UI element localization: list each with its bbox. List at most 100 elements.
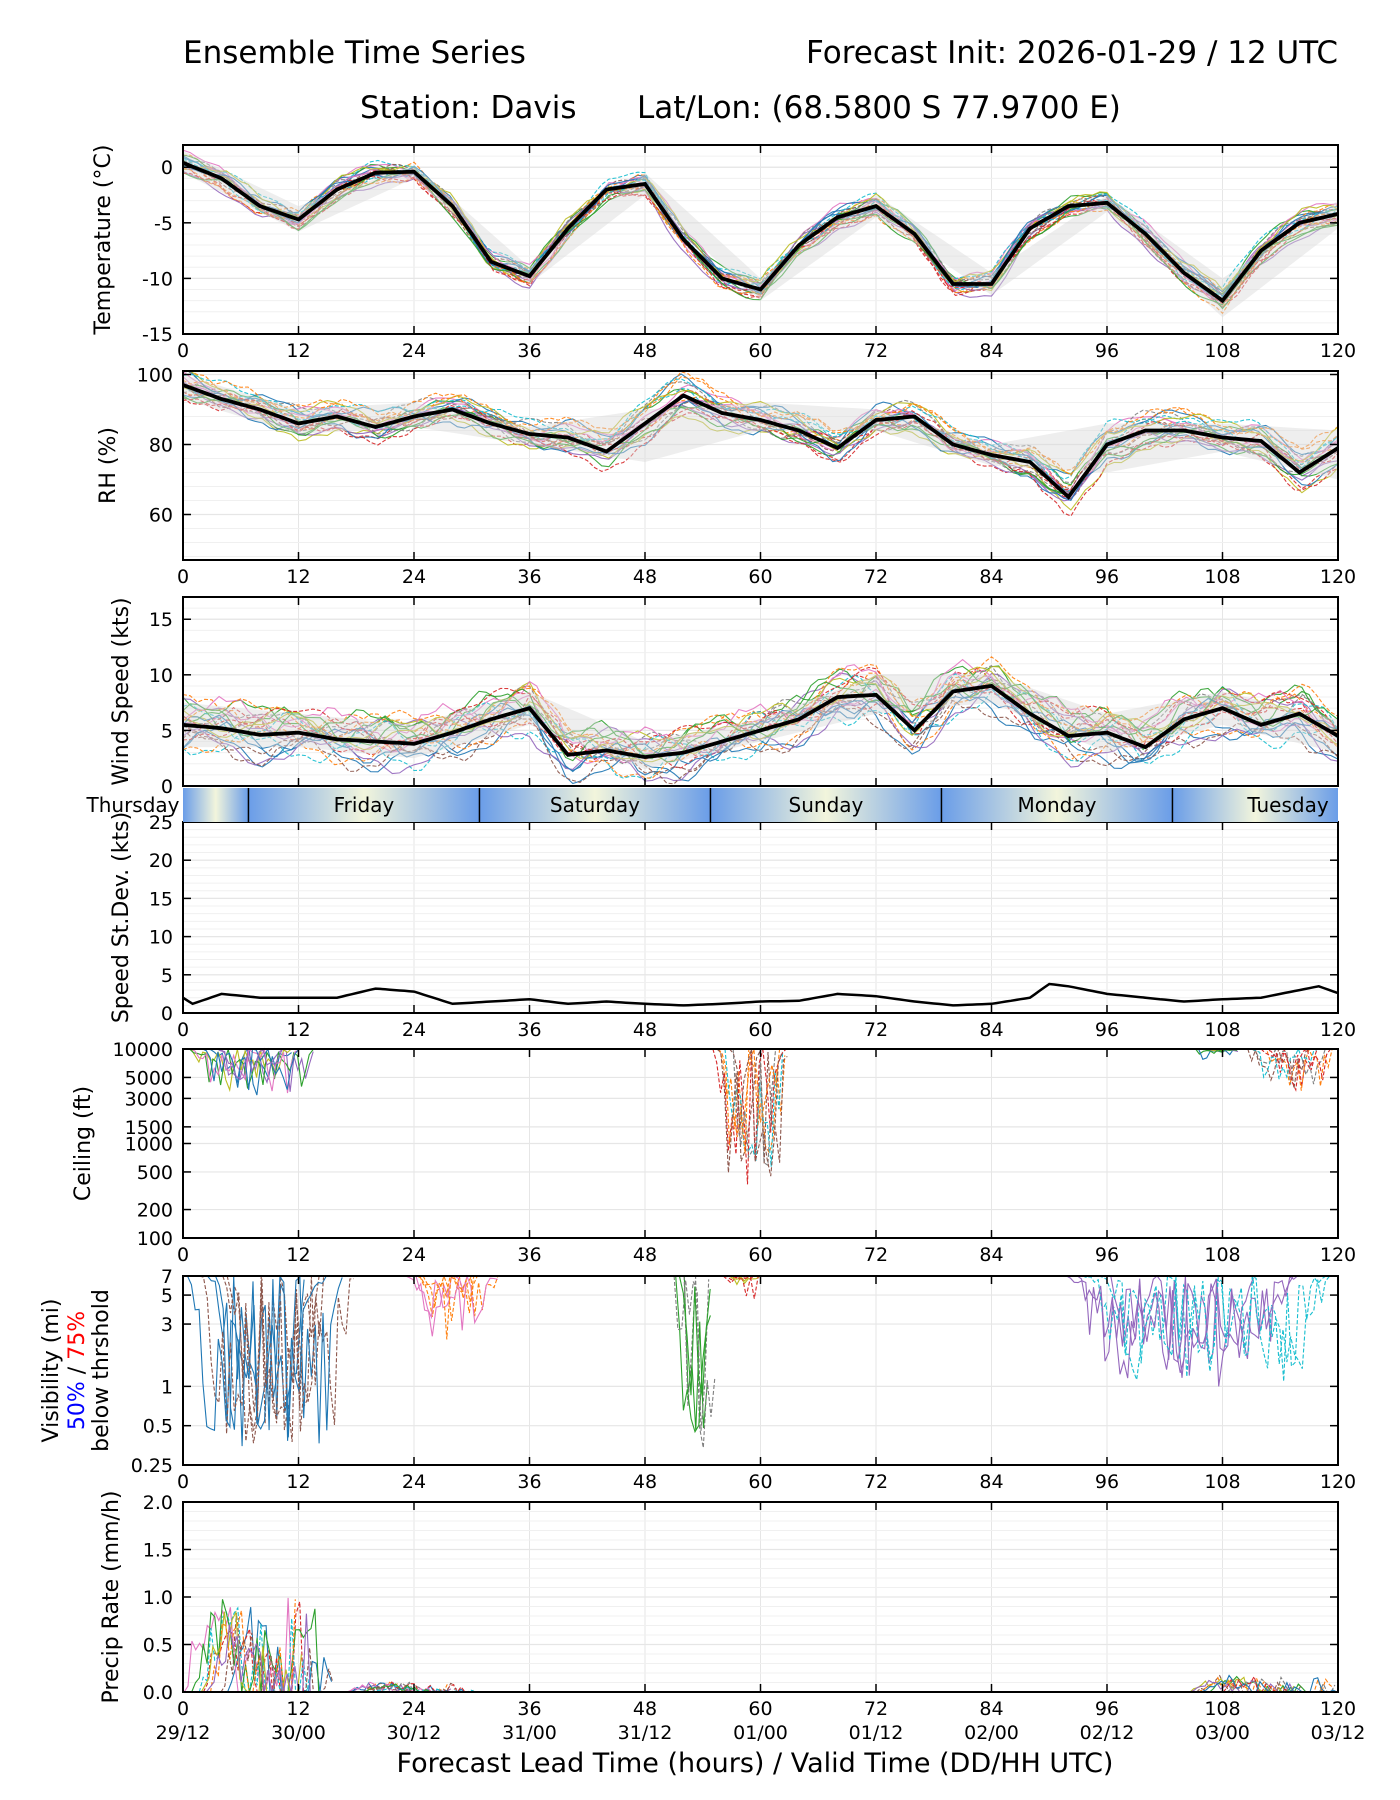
threshold-sep: / [65, 1360, 90, 1381]
rh-xtick-label: 12 [286, 566, 310, 588]
windspeed-ytick-label: 5 [161, 720, 173, 742]
x-date-label: 03/00 [1195, 1722, 1250, 1744]
visibility-threshold-tail: below thrshold [89, 1289, 114, 1452]
stdev-ytick-label: 5 [161, 965, 173, 987]
visibility-xtick-label: 60 [748, 1471, 772, 1493]
rh-ylabel: RH (%) [96, 427, 121, 504]
rh-ytick-label: 80 [149, 435, 173, 457]
rh-xtick-label: 108 [1204, 566, 1240, 588]
rh-xtick-label: 96 [1095, 566, 1119, 588]
precip-member-line [1226, 1675, 1336, 1693]
stdev-panel: 25 20 15 10 5 0 Speed St.Dev. (kts) 0 12 24 36 48 60… [109, 812, 1356, 1041]
visibility-ytick-label: 3 [161, 1314, 173, 1336]
visibility-ylabel: Visibility (mi) [39, 1299, 64, 1443]
temperature-member-line [182, 163, 1339, 308]
rh-spread-band [183, 374, 1338, 480]
ceiling-ytick-label: 100 [137, 1228, 173, 1250]
precip-xtick-label: 48 [633, 1698, 657, 1720]
ceiling-xtick-label: 36 [517, 1244, 541, 1266]
rh-ytick-label: 60 [149, 505, 173, 527]
visibility-xtick-label: 24 [402, 1471, 426, 1493]
visibility-grid [182, 1275, 1339, 1466]
precip-xtick-label: 96 [1095, 1698, 1119, 1720]
x-date-label: 03/12 [1311, 1722, 1366, 1744]
rh-panel: 100 80 60 RH (%) 0 12 24 36 48 60 72 84 96 108 120 [96, 365, 1356, 589]
temperature-member-line [182, 162, 1339, 308]
rh-member-line [182, 383, 1339, 500]
ceiling-member-line [1262, 1048, 1333, 1091]
rh-xtick-label: 72 [864, 566, 888, 588]
precip-xtick-label: 120 [1320, 1698, 1356, 1720]
x-date-label: 01/12 [849, 1722, 904, 1744]
visibility-ytick-label: 0.25 [131, 1455, 173, 1477]
stdev-xtick-label: 0 [177, 1019, 189, 1041]
windspeed-spread-band [183, 674, 1338, 770]
stdev-xtick-label: 120 [1320, 1019, 1356, 1041]
ceiling-member-line [1263, 1048, 1318, 1087]
ceiling-member-line [716, 1048, 783, 1177]
temperature-xtick-label: 84 [979, 340, 1003, 362]
temperature-xtick-label: 60 [748, 340, 772, 362]
visibility-xtick-label: 0 [177, 1471, 189, 1493]
temperature-xtick-label: 48 [633, 340, 657, 362]
temperature-panel: 0 -5 -10 -15 Temperature (°C) 0 12 24 36 48 60 72 84… [91, 144, 1356, 362]
rh-grid [182, 371, 1339, 560]
precip-xtick-label: 84 [979, 1698, 1003, 1720]
visibility-member-line [1098, 1275, 1327, 1382]
ceiling-member-line [1251, 1048, 1330, 1085]
x-date-label: 30/12 [387, 1722, 442, 1744]
rh-member-line [182, 373, 1339, 480]
windspeed-ylabel: Wind Speed (kts) [109, 597, 134, 785]
temperature-ytick-label: 0 [161, 157, 173, 179]
ceiling-ytick-label: 5000 [125, 1067, 173, 1089]
temperature-xtick-label: 72 [864, 340, 888, 362]
day-label: Saturday [550, 793, 640, 817]
station-name: Station: Davis [360, 90, 577, 126]
threshold-50-label: 50% [65, 1381, 90, 1430]
stdev-xtick-label: 24 [402, 1019, 426, 1041]
day-segment [710, 788, 942, 822]
visibility-ytick-label: 1 [161, 1376, 173, 1398]
stdev-xtick-label: 12 [286, 1019, 310, 1041]
visibility-member-line [405, 1274, 498, 1337]
stdev-ytick-label: 20 [149, 850, 173, 872]
temperature-member-line [182, 159, 1339, 297]
precip-xtick-label: 72 [864, 1698, 888, 1720]
temperature-member-line [182, 167, 1339, 315]
ceiling-member-line [732, 1048, 777, 1167]
ceiling-xtick-label: 72 [864, 1244, 888, 1266]
ceiling-xtick-label: 120 [1320, 1244, 1356, 1266]
precip-ytick-label: 0.5 [143, 1635, 173, 1657]
windspeed-member-line [182, 682, 1339, 779]
visibility-xtick-label: 96 [1095, 1471, 1119, 1493]
temperature-xtick-label: 12 [286, 340, 310, 362]
visibility-xtick-label: 12 [286, 1471, 310, 1493]
temperature-member-line [182, 159, 1339, 289]
windspeed-member-line [182, 656, 1339, 753]
threshold-75-label: 75% [65, 1311, 90, 1360]
precip-member-line [1198, 1674, 1338, 1694]
ceiling-ytick-label: 500 [137, 1162, 173, 1184]
visibility-ytick-label: 7 [161, 1266, 173, 1288]
visibility-xtick-label: 72 [864, 1471, 888, 1493]
x-date-label: 02/00 [964, 1722, 1019, 1744]
visibility-member-line [683, 1275, 716, 1448]
ceiling-member-line [1202, 1048, 1238, 1054]
ceiling-member-line [202, 1047, 300, 1091]
rh-member-line [182, 396, 1339, 498]
x-date-label: 31/12 [618, 1722, 673, 1744]
windspeed-ytick-label: 0 [161, 776, 173, 798]
stdev-ytick-label: 10 [149, 927, 173, 949]
temperature-xtick-label: 0 [177, 340, 189, 362]
rh-xtick-label: 48 [633, 566, 657, 588]
ceiling-ytick-label: 1000 [125, 1134, 173, 1156]
ceiling-ytick-label: 3000 [125, 1088, 173, 1110]
stdev-ytick-label: 25 [149, 812, 173, 834]
visibility-member-line [222, 1275, 354, 1443]
ceiling-ytick-label: 200 [137, 1200, 173, 1222]
day-label: Sunday [789, 793, 864, 817]
temperature-ytick-label: -15 [142, 324, 173, 346]
rh-member-line [183, 370, 1339, 475]
windspeed-member-line [182, 658, 1339, 751]
